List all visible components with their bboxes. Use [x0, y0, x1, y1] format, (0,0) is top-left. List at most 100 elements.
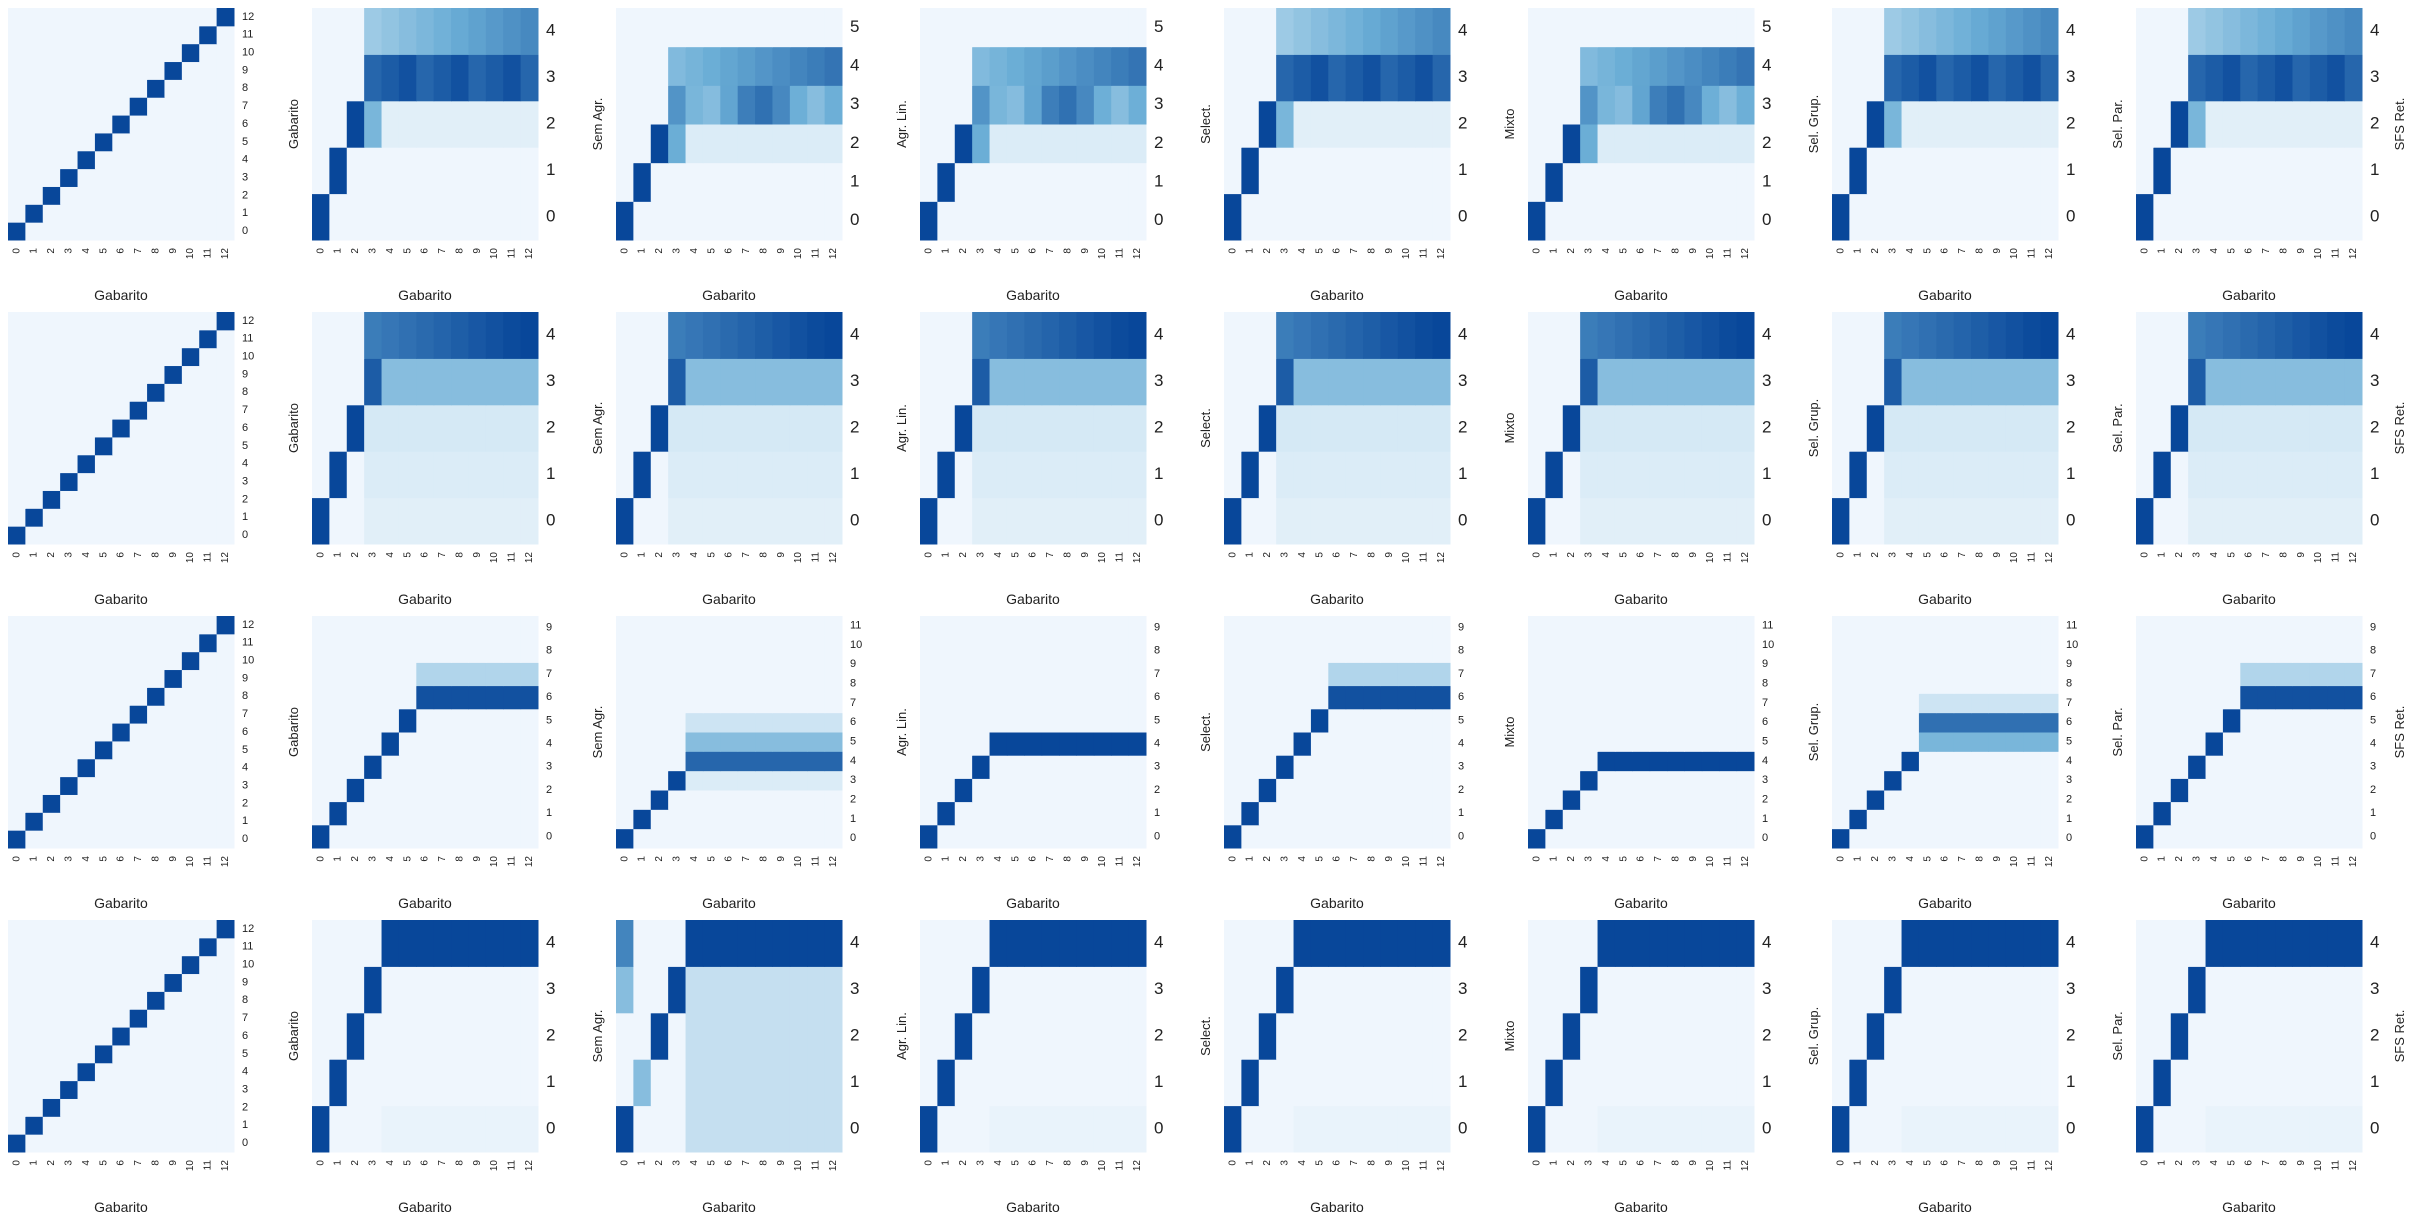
heatmap-cell — [181, 25, 200, 45]
heatmap-cell — [199, 115, 218, 134]
heatmap-cell — [1701, 312, 1720, 359]
x-tick-label: 8 — [454, 856, 465, 862]
x-tick-label: 5 — [98, 856, 109, 862]
heatmap-cell — [937, 451, 956, 499]
heatmap-cell — [772, 616, 791, 636]
heatmap-cell — [920, 824, 938, 849]
heatmap-cell — [2205, 708, 2224, 733]
heatmap-cell — [1884, 712, 1903, 733]
x-tick-label: 10 — [1401, 552, 1412, 564]
heatmap-cell — [451, 1012, 469, 1060]
heatmap-cell — [60, 616, 79, 635]
heatmap-cell — [2257, 801, 2276, 826]
heatmap-cell — [1328, 1012, 1347, 1060]
heatmap-cell — [1736, 8, 1755, 48]
heatmap-cell — [1258, 404, 1277, 452]
heatmap-cell — [2240, 966, 2259, 1014]
x-tick-label: 5 — [402, 248, 413, 254]
heatmap-cell — [1293, 966, 1312, 1014]
heatmap-cell — [685, 1059, 704, 1107]
heatmap-cell — [181, 383, 200, 402]
heatmap-cell — [1111, 685, 1130, 710]
heatmap-cell — [1901, 193, 1920, 241]
heatmap-cell — [181, 705, 200, 724]
y-tick-label: 9 — [1458, 622, 1464, 634]
x-tick-label: 2 — [654, 856, 665, 862]
heatmap-cell — [468, 920, 487, 967]
heatmap-cell — [1849, 404, 1868, 452]
heatmap-cell — [25, 633, 44, 653]
heatmap-cell — [181, 490, 200, 509]
heatmap-cell — [1562, 201, 1581, 241]
heatmap-cell — [1363, 497, 1381, 545]
heatmap-cell — [60, 419, 79, 438]
heatmap-cell — [1866, 635, 1885, 656]
heatmap-cell — [1093, 8, 1112, 48]
heatmap-cell — [1363, 685, 1381, 710]
y-axis-label: Mixto — [1502, 716, 1517, 747]
heatmap-cell — [364, 8, 383, 55]
heatmap-cell — [1093, 920, 1112, 967]
heatmap-cell — [164, 329, 183, 349]
heatmap-cell — [1901, 654, 1920, 675]
x-tick-label: 5 — [2226, 1160, 2237, 1166]
heatmap-cell — [1580, 451, 1599, 499]
heatmap-cell — [1884, 809, 1903, 830]
heatmap-cell — [1832, 809, 1850, 830]
heatmap-cell — [1545, 497, 1564, 545]
heatmap-cell — [2040, 100, 2059, 148]
heatmap-cell — [199, 347, 218, 367]
heatmap-cell — [181, 740, 200, 760]
heatmap-cell — [1649, 966, 1668, 1014]
y-tick-label: 0 — [242, 529, 248, 541]
x-tick-label: 5 — [1618, 856, 1629, 862]
y-tick-label: 4 — [1458, 738, 1464, 750]
heatmap-cell — [199, 812, 218, 831]
heatmap-cell — [1059, 124, 1077, 164]
x-tick-label: 8 — [758, 552, 769, 558]
heatmap-cell — [199, 490, 218, 509]
heatmap-cell — [346, 54, 365, 102]
heatmap-cell — [2344, 685, 2363, 710]
heatmap-cell — [60, 1044, 79, 1064]
heatmap-cell — [1971, 828, 1989, 849]
y-tick-label: 0 — [850, 210, 859, 229]
heatmap-cell — [1832, 147, 1850, 195]
heatmap-cell — [181, 168, 200, 187]
heatmap-cell — [416, 616, 435, 640]
heatmap-cell — [1632, 920, 1651, 967]
heatmap-cell — [2222, 1105, 2241, 1153]
heatmap-cell — [1719, 790, 1738, 810]
heatmap-cell — [1632, 828, 1651, 849]
heatmap-cell — [1310, 778, 1329, 803]
x-tick-label: 11 — [811, 1160, 822, 1171]
y-axis-label: Gabarito — [286, 707, 301, 757]
x-tick-label: 12 — [1740, 1160, 1751, 1172]
heatmap-cell — [1701, 1105, 1720, 1153]
x-tick-label: 2 — [46, 856, 57, 862]
heatmap-cell — [25, 1009, 44, 1028]
heatmap-cell — [1310, 732, 1329, 756]
x-tick-label: 9 — [1688, 856, 1699, 862]
heatmap-cell — [1415, 404, 1434, 452]
heatmap-cell — [1988, 828, 2007, 849]
heatmap-cell — [1345, 616, 1364, 640]
heatmap-cell — [2040, 790, 2059, 810]
heatmap-cell — [1545, 1105, 1564, 1153]
y-tick-label: 2 — [2066, 794, 2072, 806]
heatmap-cell — [181, 43, 200, 63]
x-tick-label: 4 — [993, 248, 1004, 254]
heatmap-cell — [1024, 85, 1043, 125]
heatmap-cell — [42, 991, 61, 1010]
heatmap-cell — [329, 404, 348, 452]
heatmap-cell — [77, 132, 96, 152]
heatmap-cell — [2005, 358, 2024, 406]
heatmap-cell — [94, 991, 113, 1010]
heatmap-cell — [2222, 778, 2241, 803]
heatmap-cell — [2309, 616, 2328, 640]
heatmap-cell — [60, 920, 79, 939]
heatmap-cell — [1884, 404, 1903, 452]
heatmap-cell — [164, 723, 183, 742]
heatmap-cell — [364, 312, 383, 359]
heatmap-cell — [112, 186, 131, 205]
